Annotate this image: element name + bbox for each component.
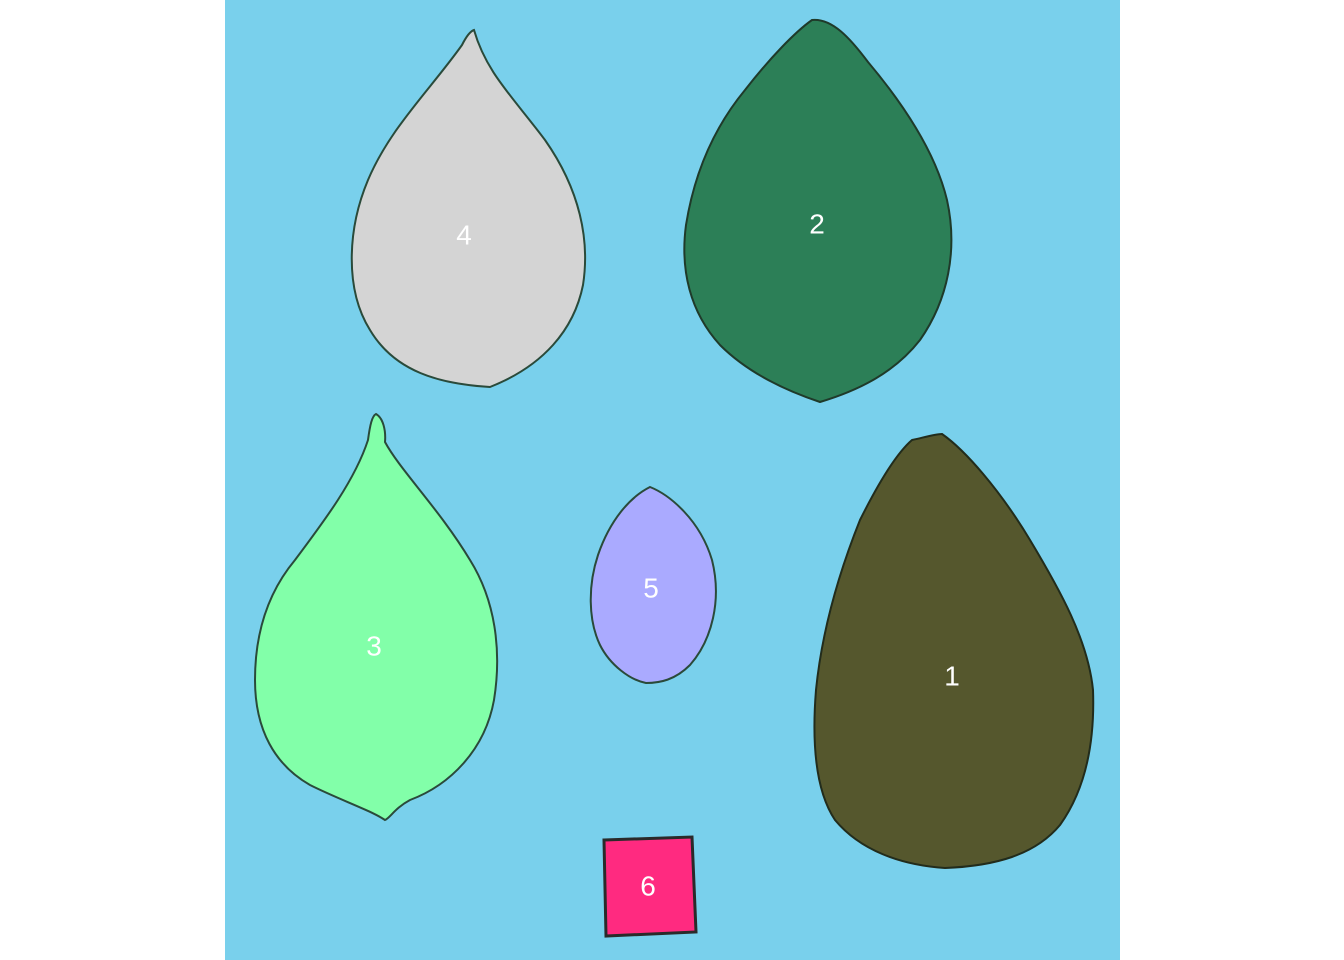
square-6-label: 6	[640, 870, 656, 901]
leaf-4-shape	[350, 28, 587, 389]
leaf-3-label: 3	[366, 630, 382, 661]
leaf-2-shape	[683, 18, 953, 404]
leaf-5: 5	[589, 485, 717, 685]
square-6-shape	[602, 835, 698, 938]
leaf-1-label: 1	[944, 660, 960, 691]
leaf-5-shape	[589, 485, 717, 685]
leaf-4: 4	[350, 28, 587, 389]
leaf-2-label: 2	[809, 208, 825, 239]
leaf-1-shape	[813, 432, 1095, 870]
leaf-3: 3	[253, 412, 499, 822]
leaf-1: 1	[813, 432, 1095, 870]
leaf-4-label: 4	[456, 219, 472, 250]
leaf-3-shape	[253, 412, 499, 822]
leaf-5-label: 5	[643, 572, 659, 603]
leaf-2: 2	[683, 18, 953, 404]
square-6: 6	[602, 835, 698, 938]
